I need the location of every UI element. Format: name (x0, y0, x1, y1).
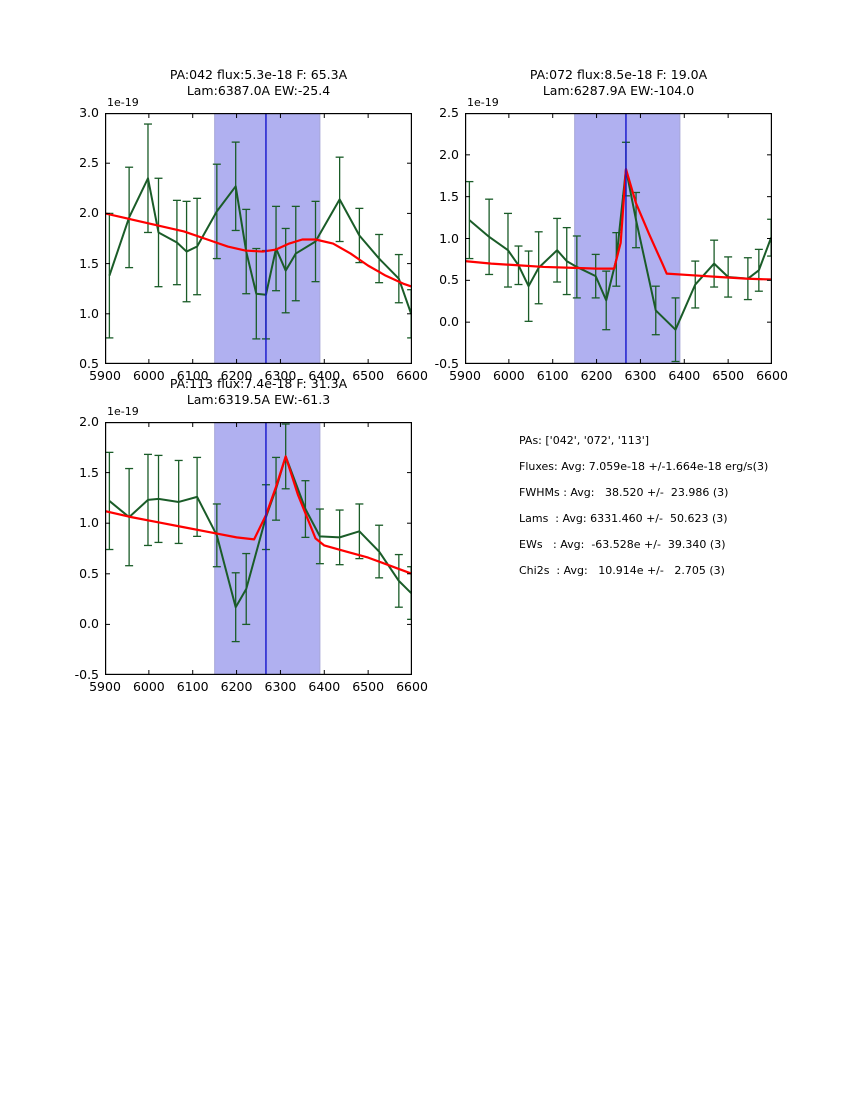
xtick-label-pa-113-1: 6000 (132, 679, 165, 694)
xtick-label-pa-072-4: 6300 (624, 368, 657, 383)
summary-line-2: FWHMs : Avg: 38.520 +/- 23.986 (3) (519, 486, 729, 499)
plot-panel-pa-072 (465, 113, 772, 364)
axes-frame-pa-113 (105, 422, 412, 675)
xtick-label-pa-113-4: 6300 (264, 679, 297, 694)
ytick-label-pa-042-2: 1.5 (79, 255, 99, 271)
xtick-label-pa-042-6: 6500 (352, 368, 385, 383)
xtick-label-pa-113-3: 6200 (220, 679, 253, 694)
ytick-label-pa-113-3: 1.0 (79, 515, 99, 531)
xtick-label-pa-072-0: 5900 (449, 368, 481, 383)
xtick-label-pa-042-3: 6200 (220, 368, 253, 383)
plot-panel-pa-113 (105, 422, 412, 675)
xtick-label-pa-072-5: 6400 (668, 368, 701, 383)
xtick-label-pa-072-3: 6200 (580, 368, 613, 383)
fit-curve-pa-113 (105, 455, 412, 575)
xtick-label-pa-042-2: 6100 (176, 368, 209, 383)
ytick-label-pa-113-2: 0.5 (79, 565, 99, 581)
ytick-label-pa-042-3: 2.0 (79, 205, 99, 221)
ytick-label-pa-113-1: 0.0 (79, 616, 99, 632)
ytick-label-pa-072-1: 0.0 (439, 314, 459, 330)
xtick-label-pa-042-7: 6600 (396, 368, 428, 383)
xtick-label-pa-072-7: 6600 (756, 368, 788, 383)
panel-subtitle-pa-072: Lam:6287.9A EW:-104.0 (542, 83, 695, 98)
shaded-band-pa-072 (574, 113, 681, 364)
ytick-label-pa-113-4: 1.5 (79, 464, 99, 480)
summary-stats-block: PAs: ['042', '072', '113'] Fluxes: Avg: 7… (519, 428, 839, 584)
ytick-label-pa-072-4: 1.5 (439, 188, 459, 204)
ytick-label-pa-042-4: 2.5 (79, 155, 99, 171)
summary-line-0: PAs: ['042', '072', '113'] (519, 434, 650, 447)
panel-title-pa-113: PA:113 flux:7.4e-18 F: 31.3A (169, 376, 348, 391)
plot-area-pa-042 (105, 113, 412, 364)
xtick-label-pa-042-0: 5900 (89, 368, 121, 383)
ytick-label-pa-072-0: -0.5 (434, 356, 459, 371)
xtick-label-pa-113-5: 6400 (308, 679, 341, 694)
xtick-label-pa-113-7: 6600 (396, 679, 428, 694)
spectrum-line-pa-072 (468, 168, 772, 331)
axis-exponent-pa-113: 1e-19 (107, 405, 139, 418)
xtick-label-pa-042-4: 6300 (264, 368, 297, 383)
axes-frame-pa-042 (105, 113, 412, 364)
ytick-label-pa-042-0: 0.5 (79, 356, 99, 371)
plot-panel-pa-042 (105, 113, 412, 364)
summary-line-5: Chi2s : Avg: 10.914e +/- 2.705 (3) (519, 564, 725, 577)
panel-subtitle-pa-113: Lam:6319.5A EW:-61.3 (186, 392, 331, 407)
summary-line-4: EWs : Avg: -63.528e +/- 39.340 (3) (519, 538, 726, 551)
panel-title-pa-072: PA:072 flux:8.5e-18 F: 19.0A (529, 67, 708, 82)
ytick-label-pa-113-0: -0.5 (74, 667, 99, 682)
xtick-label-pa-072-6: 6500 (712, 368, 745, 383)
summary-line-1: Fluxes: Avg: 7.059e-18 +/-1.664e-18 erg/… (519, 460, 769, 473)
ytick-label-pa-072-5: 2.0 (439, 146, 459, 162)
axes-frame-pa-072 (465, 113, 772, 364)
ytick-label-pa-113-5: 2.0 (79, 414, 99, 429)
ytick-label-pa-042-5: 3.0 (79, 105, 99, 120)
xtick-label-pa-113-0: 5900 (89, 679, 121, 694)
shaded-band-pa-113 (214, 422, 321, 675)
axis-exponent-pa-042: 1e-19 (107, 96, 139, 109)
xtick-label-pa-072-2: 6100 (536, 368, 569, 383)
xtick-label-pa-113-6: 6500 (352, 679, 385, 694)
xtick-label-pa-072-1: 6000 (492, 368, 525, 383)
fit-curve-pa-042 (105, 212, 412, 288)
xtick-label-pa-042-5: 6400 (308, 368, 341, 383)
axis-exponent-pa-072: 1e-19 (467, 96, 499, 109)
plot-area-pa-113 (105, 422, 412, 675)
ytick-label-pa-072-3: 1.0 (439, 230, 459, 246)
xtick-label-pa-042-1: 6000 (132, 368, 165, 383)
panel-subtitle-pa-042: Lam:6387.0A EW:-25.4 (186, 83, 331, 98)
ytick-label-pa-042-1: 1.0 (79, 305, 99, 321)
ytick-label-pa-072-6: 2.5 (439, 105, 459, 120)
panel-title-pa-042: PA:042 flux:5.3e-18 F: 65.3A (169, 67, 348, 82)
ytick-label-pa-072-2: 0.5 (439, 272, 459, 288)
xtick-label-pa-113-2: 6100 (176, 679, 209, 694)
spectrum-line-pa-042 (108, 177, 412, 315)
summary-line-3: Lams : Avg: 6331.460 +/- 50.623 (3) (519, 512, 728, 525)
plot-area-pa-072 (465, 113, 772, 364)
